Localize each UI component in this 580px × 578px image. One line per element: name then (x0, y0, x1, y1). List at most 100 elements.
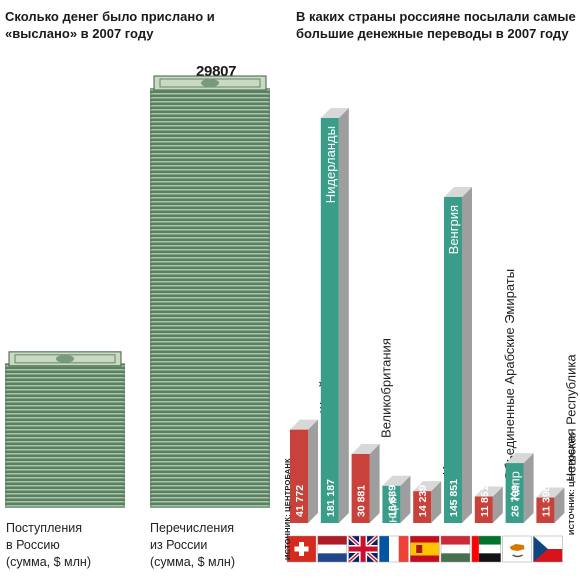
country-label: Венгрия (446, 205, 461, 254)
caption-line: Поступления (6, 521, 82, 535)
flag-stripe (441, 553, 470, 562)
value-label: 181 187 (325, 479, 337, 517)
switzerland-flag (286, 535, 317, 563)
banknote-portrait (201, 79, 219, 87)
flag-outline (471, 535, 502, 563)
flag-branches (512, 554, 523, 558)
caption-line: (сумма, $ млн) (150, 555, 235, 569)
flag-stripe (398, 536, 409, 562)
flag-outline (502, 535, 532, 563)
flag-outline (533, 535, 563, 563)
flag-stripe (317, 536, 347, 545)
bar-side (554, 487, 565, 523)
flag-outline (348, 535, 378, 563)
czech-flag (533, 535, 563, 563)
bar-front (382, 485, 401, 523)
value-label: 11 851 (479, 485, 491, 517)
money-stack (5, 351, 125, 508)
stack-caption: Поступления в Россию (сумма, $ млн) (6, 520, 91, 571)
right-chart-title: В каких страны россияне посылали самые б… (296, 9, 576, 41)
banknote-portrait (56, 354, 74, 363)
value-label: 41 772 (294, 485, 306, 517)
country-label: Чешская Республика (563, 354, 578, 482)
flag-stripe (471, 536, 479, 562)
flag-stripe (389, 536, 399, 562)
cyprus-flag (502, 535, 532, 563)
bar-side (338, 108, 349, 523)
flag-triangle (533, 536, 548, 562)
bar-side (462, 186, 472, 523)
value-label: 30 881 (356, 485, 368, 517)
stack-caption: Перечисления из России (сумма, $ млн) (150, 520, 235, 571)
france-flag (379, 535, 409, 563)
value-label: 16 639 (386, 485, 398, 517)
flag-stripe (317, 553, 347, 562)
bar-side (308, 419, 318, 523)
flag-outline (286, 535, 317, 563)
spain-flag (409, 535, 440, 563)
money-stack (150, 75, 270, 508)
country-bar: 11 390 Чешская Республика (536, 354, 578, 523)
country-label: Кипр (508, 471, 523, 500)
netherlands-flag (317, 535, 348, 563)
bar-front (536, 497, 555, 523)
country-bar: 11 851 Объединенные Арабские Эмираты (474, 269, 517, 523)
flag-cross (294, 546, 309, 552)
flag-stripe (441, 544, 470, 554)
uae-flag (471, 535, 502, 563)
bar-top (351, 443, 380, 454)
bar-front (413, 491, 432, 523)
flag-outline (440, 535, 471, 563)
flag-cross (348, 546, 378, 552)
source-label: ИСТОЧНИК: ЦЕНТРОБАНК (567, 433, 576, 535)
value-label: 26 799 (510, 485, 522, 517)
bar-top (536, 487, 565, 498)
flag-emblem (416, 545, 423, 553)
country-bar: 181 187 Нидерланды (320, 108, 349, 523)
bar-side (492, 486, 503, 523)
caption-line: Перечисления (150, 521, 235, 535)
bar-side (369, 443, 380, 523)
caption-line: в Россию (6, 538, 60, 552)
bar-front (474, 496, 493, 523)
flag-stripe (317, 544, 347, 554)
money-stack-body (150, 88, 270, 508)
flag-outline (317, 535, 348, 563)
bar-front (505, 463, 524, 523)
flag-outline (379, 535, 409, 563)
caption-line: (сумма, $ млн) (6, 555, 91, 569)
bar-side (431, 481, 442, 523)
left-chart-title: Сколько денег было прислано и «выслано» … (5, 9, 215, 41)
flag-stripe (478, 536, 501, 545)
flag-stripe (478, 544, 501, 554)
value-label: 145 851 (448, 479, 460, 517)
bar-top (413, 481, 442, 492)
bar-top (444, 186, 472, 197)
value-label: 14 239 (417, 485, 429, 517)
uk-flag (347, 534, 379, 564)
hungary-flag (440, 535, 471, 563)
bar-front (320, 118, 339, 523)
bar-side (523, 453, 534, 523)
bar-front (444, 196, 462, 523)
bar-front (351, 453, 370, 523)
country-label: Объединенные Арабские Эмираты (502, 269, 517, 481)
flag-outline (409, 535, 440, 563)
source-label: ИСТОЧНИК: ЦЕНТРОБАНК (283, 458, 292, 560)
flag-stripe (379, 536, 390, 562)
country-label: Франция (384, 494, 399, 547)
country-label: Великобритания (379, 338, 394, 438)
bar-top (382, 475, 411, 486)
country-bar: 30 881 Великобритания (351, 338, 394, 523)
bar-side (400, 475, 411, 523)
flag-stripe (478, 553, 501, 562)
bar-front (290, 429, 308, 523)
bar-top (290, 419, 318, 430)
flag-stripe (410, 542, 440, 556)
flag-stripe (441, 536, 470, 545)
flag-map (509, 544, 525, 551)
caption-line: из России (150, 538, 208, 552)
